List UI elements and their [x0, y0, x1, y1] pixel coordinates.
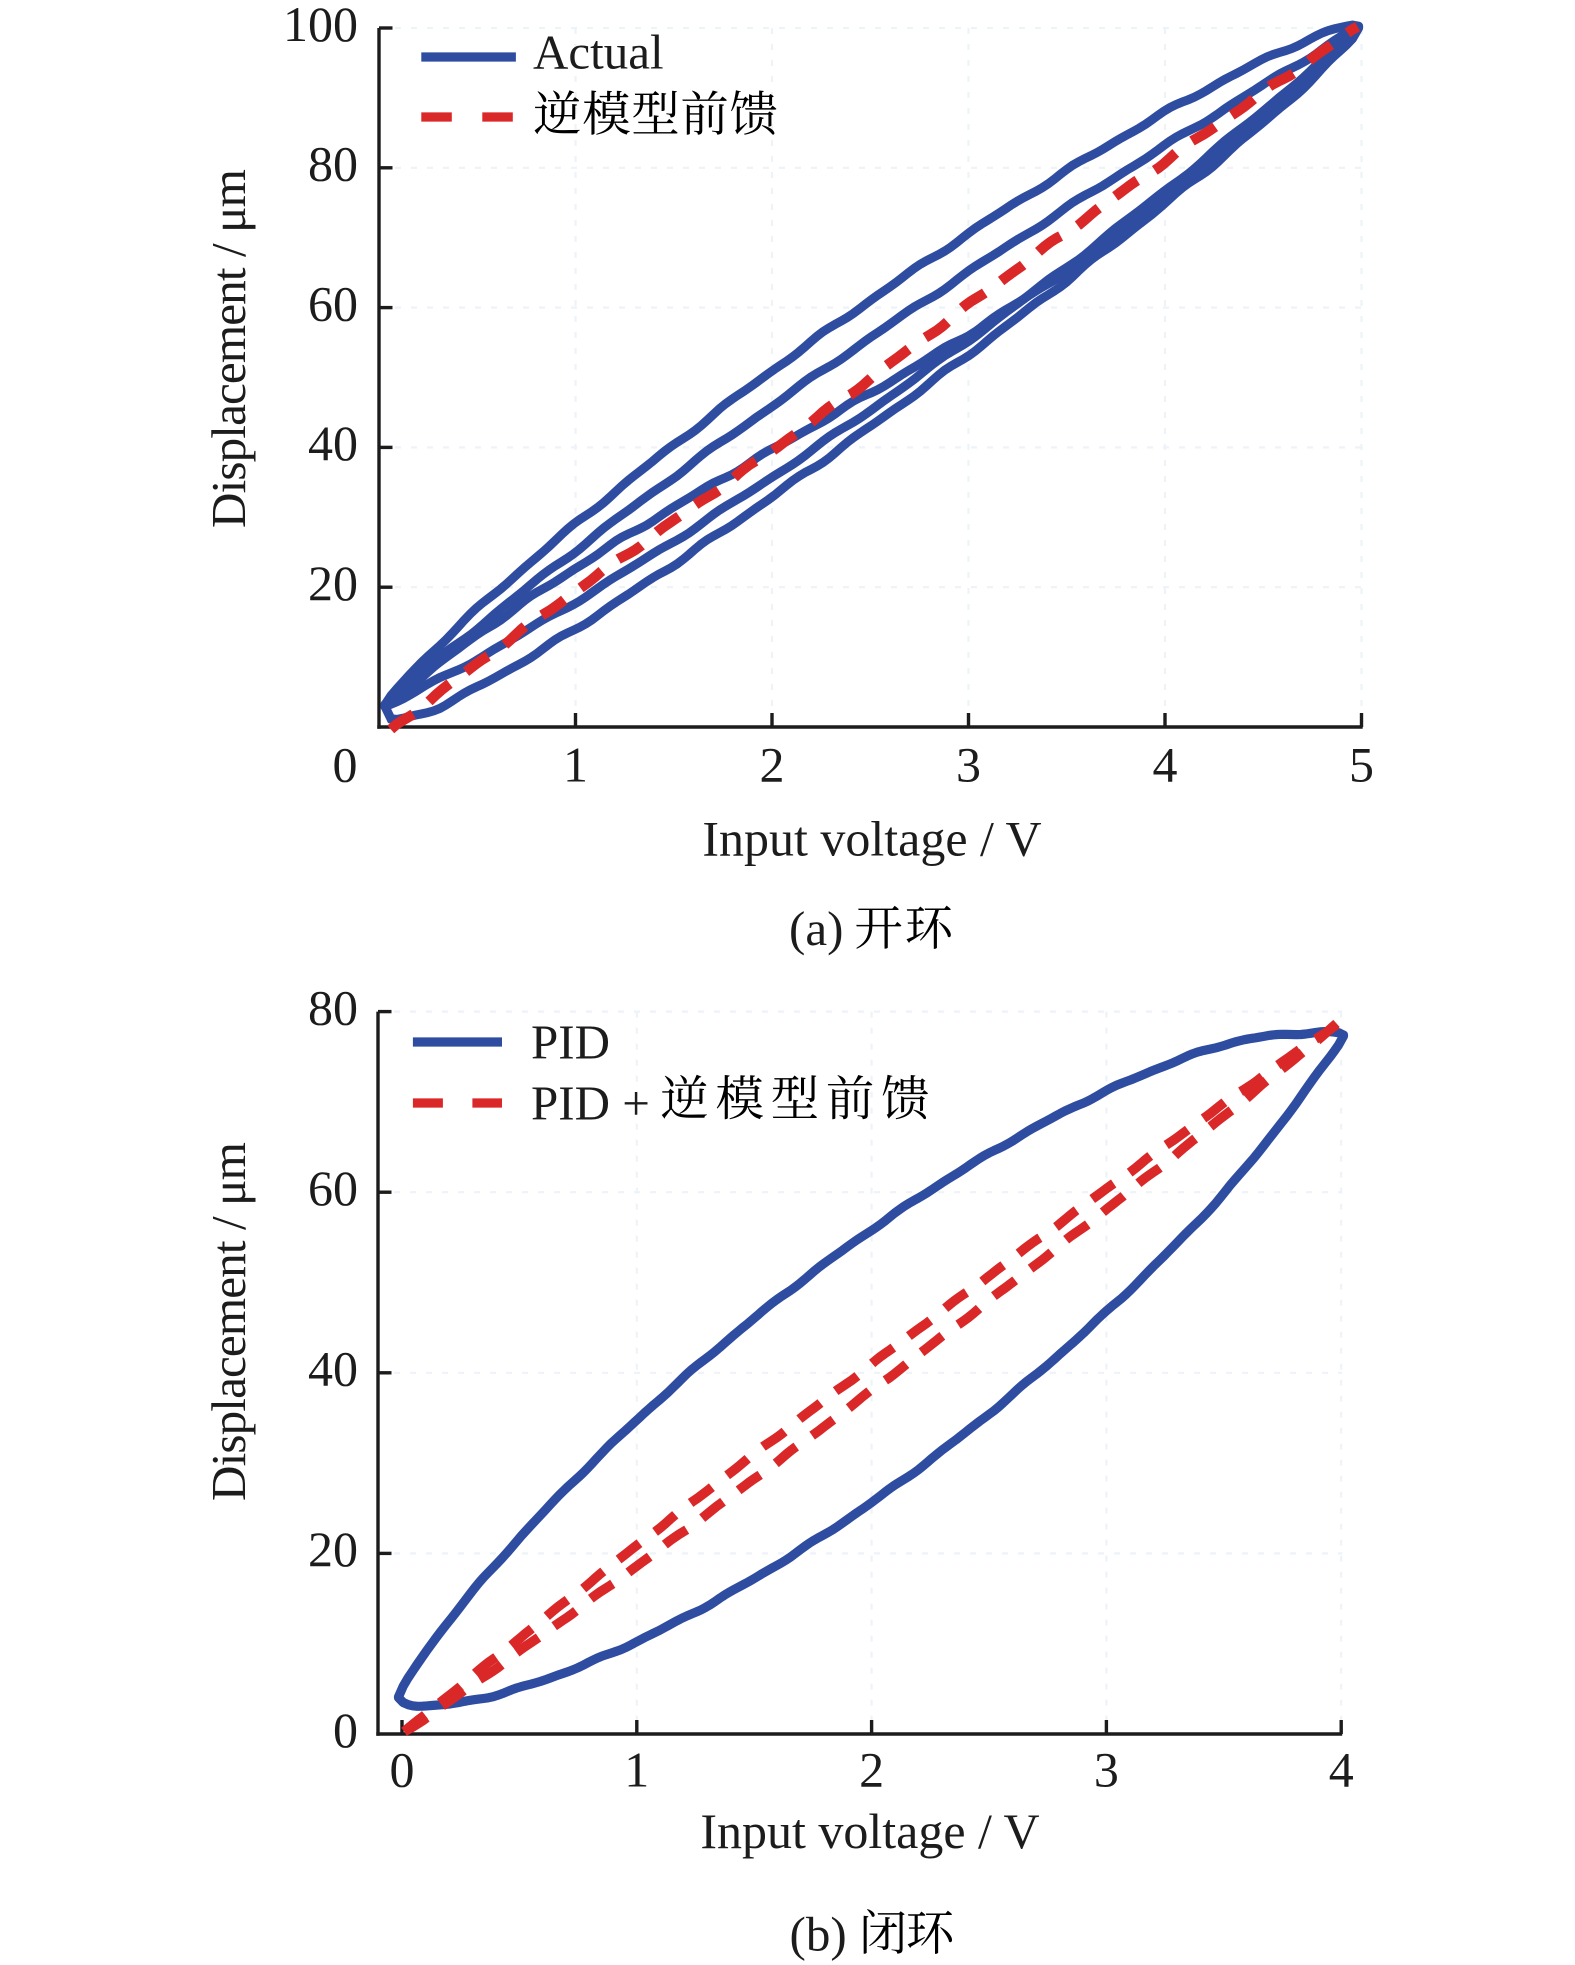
- svg-text:60: 60: [308, 1160, 358, 1216]
- svg-text:3: 3: [956, 737, 981, 793]
- svg-text:100: 100: [283, 0, 358, 52]
- svg-text:Actual: Actual: [533, 25, 664, 80]
- svg-text:40: 40: [308, 415, 358, 471]
- svg-text:80: 80: [308, 136, 358, 192]
- svg-text:Input voltage / V: Input voltage / V: [700, 1803, 1039, 1859]
- svg-text:Displacement / μm: Displacement / μm: [201, 1142, 256, 1501]
- svg-text:20: 20: [308, 1521, 358, 1577]
- svg-text:80: 80: [308, 979, 358, 1035]
- svg-text:20: 20: [308, 555, 358, 611]
- svg-text:PID: PID: [531, 1015, 610, 1070]
- svg-text:5: 5: [1349, 737, 1374, 793]
- svg-text:Input voltage / V: Input voltage / V: [702, 811, 1041, 867]
- svg-text:0: 0: [390, 1742, 415, 1798]
- svg-text:2: 2: [859, 1742, 884, 1798]
- svg-text:4: 4: [1329, 1742, 1354, 1798]
- svg-text:Displacement / μm: Displacement / μm: [201, 169, 256, 528]
- svg-text:(b): (b): [790, 1907, 847, 1962]
- svg-text:(a): (a): [789, 901, 843, 956]
- svg-text:1: 1: [624, 1742, 649, 1798]
- svg-text:2: 2: [760, 737, 785, 793]
- svg-text:4: 4: [1153, 737, 1178, 793]
- svg-text:0: 0: [333, 1702, 358, 1758]
- svg-text:40: 40: [308, 1341, 358, 1397]
- svg-text:60: 60: [308, 275, 358, 331]
- svg-text:3: 3: [1094, 1742, 1119, 1798]
- svg-text:0: 0: [333, 737, 358, 793]
- svg-text:PID +: PID +: [531, 1076, 650, 1131]
- svg-text:1: 1: [563, 737, 588, 793]
